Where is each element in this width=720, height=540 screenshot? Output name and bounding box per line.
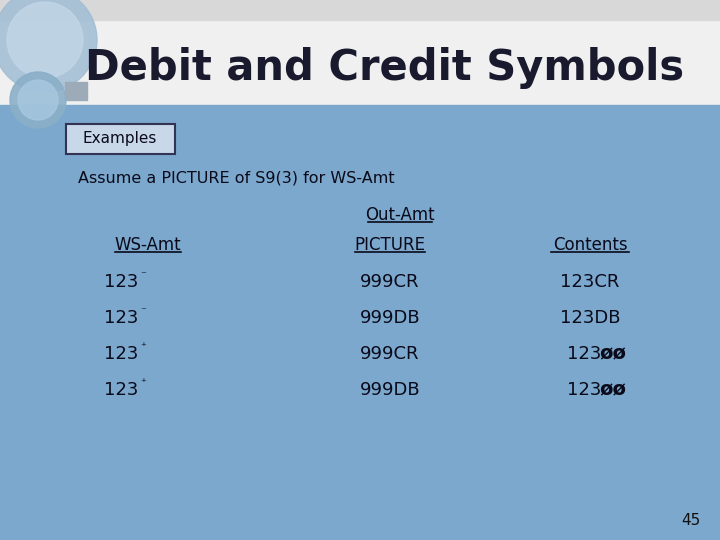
Text: WS-Amt: WS-Amt	[114, 236, 181, 254]
Circle shape	[10, 72, 66, 128]
Circle shape	[18, 80, 58, 120]
Text: 123CR: 123CR	[560, 273, 620, 291]
Text: 123: 123	[104, 345, 138, 363]
Text: Out-Amt: Out-Amt	[365, 206, 435, 224]
Text: ⁺: ⁺	[140, 378, 146, 388]
Text: ⁻: ⁻	[140, 270, 146, 280]
Circle shape	[0, 0, 97, 92]
Text: Debit and Credit Symbols: Debit and Credit Symbols	[85, 47, 684, 89]
Bar	[0, 0, 720, 110]
Text: 999DB: 999DB	[360, 309, 420, 327]
Text: øø: øø	[599, 381, 626, 400]
Text: 999CR: 999CR	[360, 273, 420, 291]
Text: Contents: Contents	[553, 236, 627, 254]
Text: 123: 123	[104, 381, 138, 399]
Text: 123DB: 123DB	[559, 309, 620, 327]
Text: ⁻: ⁻	[140, 306, 146, 316]
Text: 45: 45	[680, 513, 700, 528]
Bar	[0, 105, 720, 540]
Text: 999CR: 999CR	[360, 345, 420, 363]
Text: 123: 123	[104, 309, 138, 327]
Text: 123: 123	[104, 273, 138, 291]
Bar	[0, 0, 720, 20]
Text: PICTURE: PICTURE	[354, 236, 426, 254]
FancyBboxPatch shape	[66, 124, 175, 154]
Text: Examples: Examples	[83, 132, 157, 146]
Text: øø: øø	[599, 345, 626, 363]
Text: 999DB: 999DB	[360, 381, 420, 399]
Bar	[65, 82, 87, 100]
Text: ⁺: ⁺	[140, 342, 146, 352]
Circle shape	[7, 2, 83, 78]
Text: 123: 123	[567, 345, 601, 363]
Text: 123: 123	[567, 381, 601, 399]
Text: Assume a PICTURE of S9(3) for WS-Amt: Assume a PICTURE of S9(3) for WS-Amt	[78, 171, 395, 186]
